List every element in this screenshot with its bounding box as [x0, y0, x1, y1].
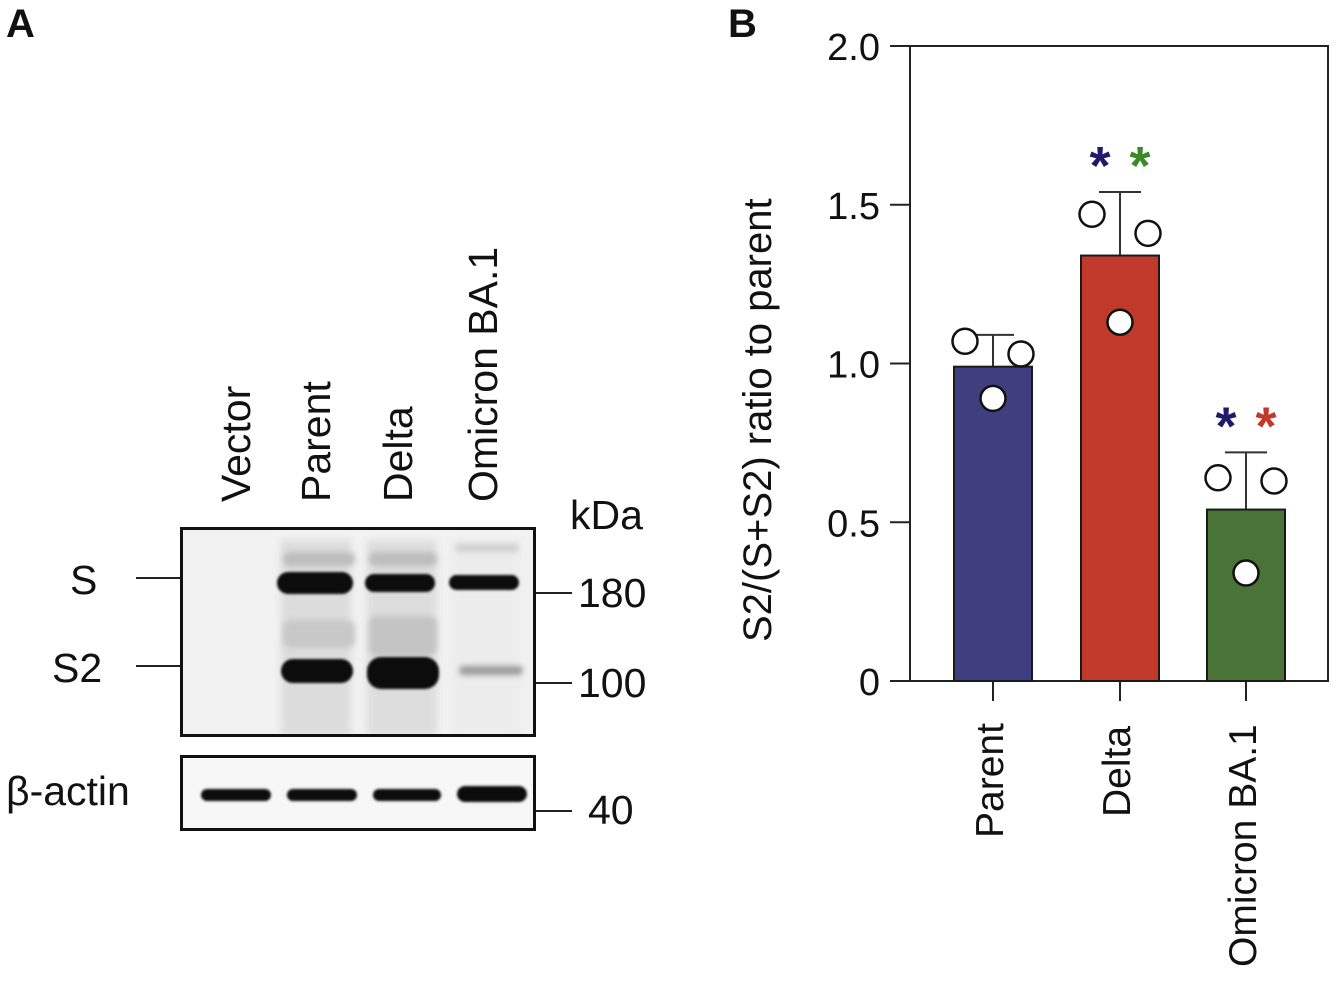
- significance-star: *: [1215, 396, 1236, 456]
- band-s2-parent: [281, 659, 353, 683]
- data-point: [1007, 340, 1035, 368]
- chart-axes: 0 0.5 1.0 1.5 2.0: [827, 27, 1329, 704]
- band-actin-delta: [373, 789, 441, 801]
- marker-40-tick: [536, 810, 572, 812]
- data-point: [1078, 200, 1106, 229]
- band-s2-omicron: [459, 666, 523, 675]
- western-blot-spike: [180, 527, 536, 737]
- s2-band-label: S2: [52, 645, 103, 691]
- significance-star: *: [1089, 136, 1110, 196]
- band-actin-vector: [201, 789, 271, 801]
- marker-180-tick: [536, 592, 572, 594]
- y-tick-label: 1.0: [827, 345, 880, 387]
- significance-star: *: [1255, 396, 1276, 456]
- band-actin-parent: [287, 789, 357, 801]
- bar-parent: [953, 365, 1033, 682]
- band-s-parent: [277, 572, 353, 594]
- significance-star: *: [1129, 136, 1150, 196]
- data-point: [1134, 219, 1162, 248]
- y-tick-label: 2.0: [827, 27, 880, 69]
- data-point: [979, 384, 1007, 413]
- panel-a-letter: A: [6, 2, 35, 46]
- bar-omicron-ba-1: [1206, 508, 1286, 682]
- chart-bars: * * * *: [951, 136, 1288, 683]
- band-s-delta: [365, 574, 435, 592]
- data-point: [1260, 467, 1288, 495]
- band-actin-omicron: [457, 786, 527, 802]
- western-blot-actin: [180, 755, 536, 831]
- actin-band-label: β-actin: [6, 768, 130, 814]
- s-band-label: S: [70, 557, 98, 603]
- panel-b-letter: B: [728, 2, 757, 46]
- y-tick-label: 1.5: [827, 186, 880, 228]
- data-point: [1106, 308, 1134, 336]
- band-s-omicron: [449, 575, 519, 590]
- band-s2-delta: [367, 657, 439, 689]
- x-tick-label: Delta: [1096, 725, 1139, 817]
- marker-180: 180: [578, 570, 647, 616]
- x-tick-label: Parent: [969, 723, 1012, 838]
- data-point: [951, 327, 979, 356]
- s-label-tick: [136, 577, 180, 579]
- marker-100: 100: [578, 660, 647, 706]
- kda-label: kDa: [570, 492, 643, 538]
- y-tick-label: 0.5: [827, 503, 880, 545]
- data-point: [1204, 464, 1232, 492]
- x-tick-label: Omicron BA.1: [1222, 724, 1265, 967]
- s2-label-tick: [136, 665, 180, 667]
- y-tick-label: 0: [859, 662, 880, 704]
- data-point: [1232, 559, 1260, 587]
- marker-100-tick: [536, 682, 572, 684]
- marker-40: 40: [588, 787, 634, 833]
